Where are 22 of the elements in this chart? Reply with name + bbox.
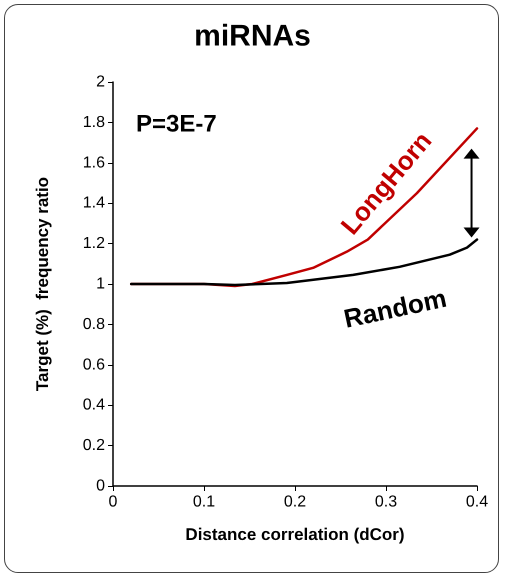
x-axis-title: Distance correlation (dCor) [185,525,405,544]
y-tick-label: 0.8 [82,316,106,333]
annotation: P=3E-7 [136,110,217,138]
y-tick-label: 1.2 [82,235,106,252]
y-tick-label: 0.6 [82,356,106,374]
y-tick-label: 1 [96,276,106,292]
y-tick-label: 0.4 [82,396,106,414]
chart-title: miRNAs [194,20,311,52]
x-tick-label: 0.4 [466,494,488,510]
x-tick-label: 0.2 [284,494,306,510]
y-tick-label: 1.8 [82,114,106,131]
x-tick-label: 0 [108,494,118,510]
text: Random [341,282,450,334]
line-series [130,238,478,286]
y-tick-label: 1.4 [82,194,106,212]
x-tick-label: 0.3 [374,494,398,510]
y-tick-label: 0.2 [82,437,106,454]
x-tick-label: 0.1 [192,494,216,510]
y-tick-label: 1.6 [82,154,106,172]
y-axis-title: Target (%) frequency ratio [33,176,52,392]
y-tick-label: 0 [96,478,106,494]
y-tick-label: 2 [96,74,106,90]
